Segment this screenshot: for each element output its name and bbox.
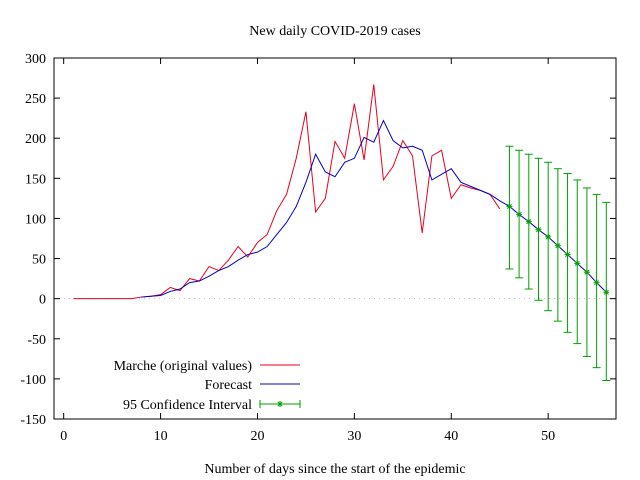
y-tick-label: 150	[25, 172, 46, 187]
x-axis-label: Number of days since the start of the ep…	[204, 462, 465, 477]
error-bar	[553, 168, 562, 322]
error-bar	[534, 157, 543, 301]
x-tick-label: 10	[154, 429, 168, 444]
error-bar	[592, 193, 601, 369]
x-tick-label: 30	[347, 429, 361, 444]
data-point-star	[535, 226, 542, 233]
x-tick-label: 0	[60, 429, 67, 444]
error-bar	[505, 145, 514, 270]
error-bar	[573, 179, 582, 345]
series-line-forecast	[141, 119, 607, 298]
chart-title: New daily COVID-2019 cases	[249, 24, 420, 39]
data-point-star	[554, 242, 561, 249]
data-point-star	[603, 289, 610, 296]
x-tick-label: 20	[250, 429, 264, 444]
error-bar	[544, 161, 553, 312]
error-bar	[582, 187, 591, 357]
x-tick-label: 50	[541, 429, 555, 444]
data-point-star	[545, 233, 552, 240]
series-line-marche-original-values	[73, 84, 501, 300]
plot-frame	[53, 57, 617, 420]
legend: Marche (original values) Forecast 95 Confi…	[114, 359, 301, 413]
error-bar	[515, 149, 524, 279]
legend-label: Marche (original values)	[114, 359, 253, 374]
data-point-star	[506, 203, 513, 210]
y-tick-label: 300	[25, 52, 46, 67]
data-point-star	[516, 211, 523, 218]
y-tick-label: 50	[32, 253, 46, 268]
y-tick-label: -50	[27, 333, 46, 348]
error-bar	[524, 153, 533, 290]
data-point-star	[593, 279, 600, 286]
legend-label: Forecast	[205, 378, 253, 393]
y-tick-label: 250	[25, 92, 46, 107]
x-axis: 0 10 20 30 40 50	[60, 58, 555, 444]
y-tick-label: 0	[39, 293, 46, 308]
y-tick-label: 200	[25, 132, 46, 147]
data-point-star	[583, 269, 590, 276]
y-tick-label: 100	[25, 212, 46, 227]
data-point-star	[574, 260, 581, 267]
error-bar	[563, 173, 572, 333]
y-tick-label: -100	[20, 373, 46, 388]
y-axis: -150 -100 -50 0 50 100 150 200 250 300	[20, 52, 616, 428]
y-tick-label: -150	[20, 413, 46, 428]
series-layer	[73, 84, 611, 381]
x-tick-label: 40	[444, 429, 458, 444]
legend-label: 95 Confidence Interval	[123, 398, 252, 413]
legend-swatch	[259, 400, 301, 408]
data-point-star	[564, 251, 571, 258]
data-point-star	[525, 218, 532, 225]
error-bar	[602, 201, 611, 381]
